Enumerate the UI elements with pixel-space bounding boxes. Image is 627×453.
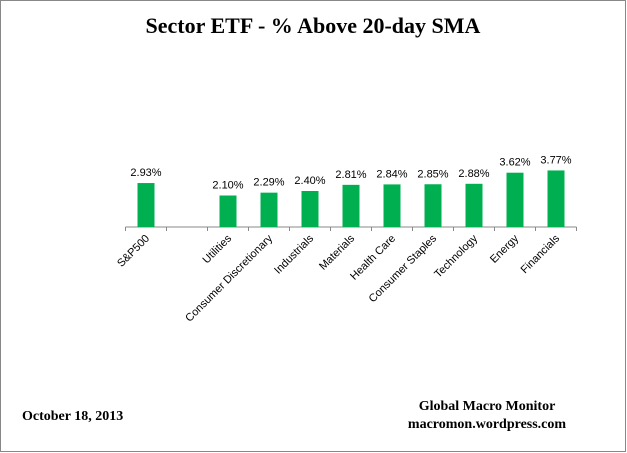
value-label: 3.62%: [499, 157, 530, 169]
bar: [342, 184, 360, 227]
bar: [260, 192, 278, 227]
value-label: 2.85%: [417, 168, 448, 180]
chart-title: Sector ETF - % Above 20-day SMA: [146, 13, 481, 38]
bar: [301, 191, 319, 227]
value-label: 2.40%: [294, 175, 325, 187]
date-note: October 18, 2013: [22, 409, 123, 424]
bar: [465, 183, 483, 227]
bar: [547, 170, 565, 227]
bar: [424, 184, 442, 227]
bar: [506, 172, 524, 227]
value-label: 2.93%: [130, 167, 161, 179]
bar: [137, 183, 155, 227]
bar: [219, 195, 237, 227]
value-label: 2.88%: [458, 168, 489, 180]
value-label: 2.84%: [376, 168, 407, 180]
value-label: 3.77%: [540, 154, 571, 166]
value-label: 2.81%: [335, 169, 366, 181]
value-label: 2.10%: [212, 180, 243, 192]
source-note: Global Macro Monitor: [419, 399, 556, 414]
value-label: 2.29%: [253, 177, 284, 189]
source-url: macromon.wordpress.com: [408, 417, 566, 432]
bar: [383, 184, 401, 227]
